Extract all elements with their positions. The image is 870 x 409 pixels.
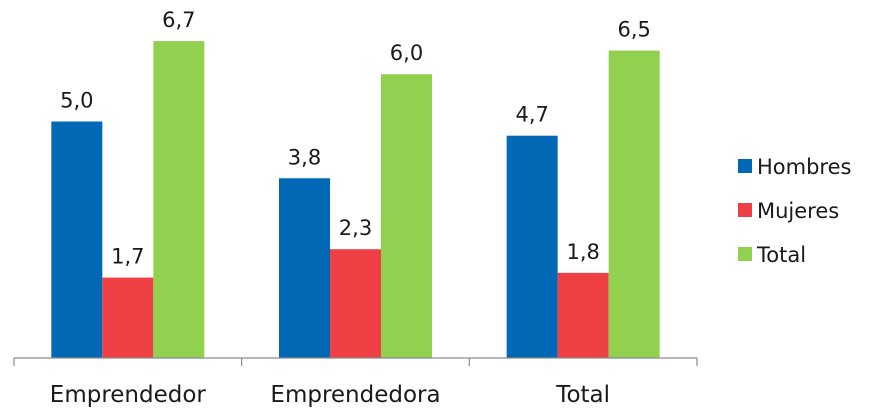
category-label-emprendedora: Emprendedora	[270, 382, 440, 408]
bar-hombres-emprendedor	[51, 121, 103, 358]
x-axis	[13, 357, 698, 366]
bar-total-total	[608, 50, 660, 358]
legend-label-hombres: Hombres	[757, 155, 851, 179]
bar-total-emprendedor	[153, 41, 205, 359]
legend-label-mujeres: Mujeres	[757, 199, 839, 223]
legend-swatch-mujeres	[738, 203, 752, 217]
bar-mujeres-emprendedor	[102, 277, 154, 358]
bar-hombres-emprendedora	[279, 178, 330, 358]
value-label-mujeres-emprendedor: 1,7	[111, 245, 144, 269]
value-labels-group: 5,0 1,7 6,7 3,8 2,3 6,0 4,7 1,8 6,5	[60, 8, 651, 268]
value-label-mujeres-total: 1,8	[566, 240, 599, 264]
category-label-emprendedor: Emprendedor	[50, 382, 207, 408]
value-label-hombres-total: 4,7	[515, 103, 548, 127]
value-label-total-emprendedor: 6,7	[162, 8, 195, 32]
legend-swatch-hombres	[738, 159, 752, 173]
legend: Hombres Mujeres Total	[738, 155, 851, 267]
legend-label-total: Total	[756, 243, 806, 267]
bar-hombres-total	[506, 135, 558, 358]
category-label-total: Total	[555, 382, 610, 408]
bar-mujeres-total	[557, 272, 609, 358]
bar-mujeres-emprendedora	[330, 249, 381, 358]
legend-swatch-total	[738, 247, 752, 261]
value-label-hombres-emprendedora: 3,8	[288, 145, 321, 169]
bar-total-emprendedora	[381, 74, 432, 358]
category-labels-group: Emprendedor Emprendedora Total	[50, 382, 610, 408]
value-label-mujeres-emprendedora: 2,3	[339, 216, 372, 240]
bars-group	[51, 41, 660, 359]
value-label-hombres-emprendedor: 5,0	[60, 89, 93, 113]
value-label-total-total: 6,5	[617, 18, 650, 42]
value-label-total-emprendedora: 6,0	[390, 41, 423, 65]
